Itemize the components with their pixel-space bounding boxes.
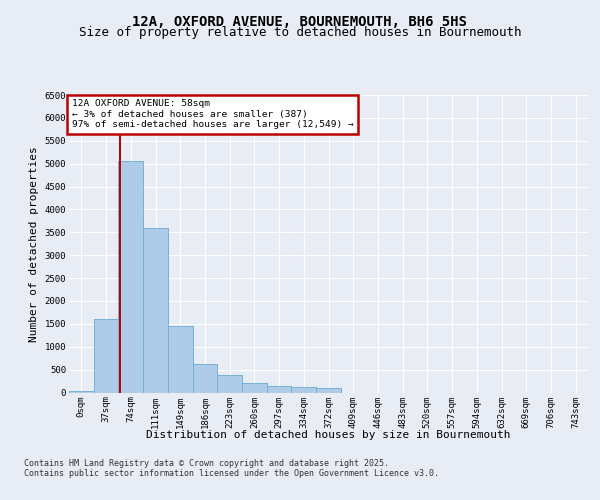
Y-axis label: Number of detached properties: Number of detached properties [29, 146, 39, 342]
Text: Size of property relative to detached houses in Bournemouth: Size of property relative to detached ho… [79, 26, 521, 39]
Bar [69, 391, 94, 392]
Bar [143, 228, 168, 392]
Bar [267, 386, 292, 392]
Text: Contains HM Land Registry data © Crown copyright and database right 2025.: Contains HM Land Registry data © Crown c… [24, 460, 389, 468]
Bar [143, 228, 168, 392]
Bar [94, 320, 118, 392]
Bar [118, 162, 143, 392]
Bar [69, 391, 94, 392]
Bar [316, 388, 341, 392]
X-axis label: Distribution of detached houses by size in Bournemouth: Distribution of detached houses by size … [146, 430, 511, 440]
Text: Contains public sector information licensed under the Open Government Licence v3: Contains public sector information licen… [24, 469, 439, 478]
Bar [292, 387, 316, 392]
Bar [193, 364, 217, 392]
Bar [242, 384, 267, 392]
Bar [94, 320, 118, 392]
Bar [267, 386, 292, 392]
Bar [316, 388, 341, 392]
Bar [217, 375, 242, 392]
Bar [292, 387, 316, 392]
Bar [118, 162, 143, 392]
Bar [193, 364, 217, 392]
Bar [168, 326, 193, 392]
Bar [217, 375, 242, 392]
Bar [168, 326, 193, 392]
Text: 12A OXFORD AVENUE: 58sqm
← 3% of detached houses are smaller (387)
97% of semi-d: 12A OXFORD AVENUE: 58sqm ← 3% of detache… [71, 100, 353, 130]
Text: 12A, OXFORD AVENUE, BOURNEMOUTH, BH6 5HS: 12A, OXFORD AVENUE, BOURNEMOUTH, BH6 5HS [133, 16, 467, 30]
Bar [242, 384, 267, 392]
